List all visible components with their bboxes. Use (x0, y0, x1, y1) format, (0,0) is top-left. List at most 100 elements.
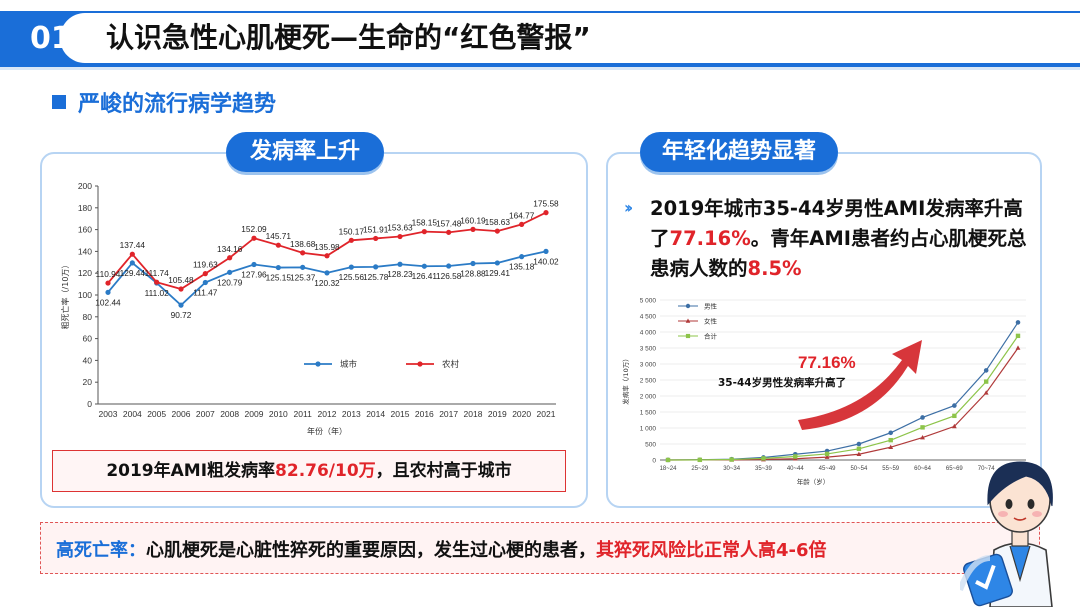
data-label: 128.88 (460, 269, 486, 279)
data-label: 151.91 (363, 224, 389, 234)
x-tick-label: 2018 (464, 409, 483, 419)
data-label: 138.68 (290, 239, 316, 249)
data-label: 127.96 (241, 270, 267, 280)
data-point (178, 302, 184, 308)
x-tick-label: 40~44 (787, 466, 805, 472)
incidence-note-value: 82.76/10万 (275, 461, 376, 481)
data-label: 90.72 (171, 310, 192, 320)
data-label: 150.17 (339, 226, 365, 236)
data-point (300, 264, 306, 270)
data-point-total (888, 437, 893, 443)
y-tick-label: 3 000 (640, 362, 657, 369)
data-point-total (1015, 333, 1021, 339)
data-point (348, 237, 354, 243)
y-tick-label: 2 500 (640, 378, 657, 385)
y-tick-label: 180 (78, 203, 92, 213)
double-chevron-icon: ›› (624, 198, 633, 217)
data-label: 129.41 (485, 268, 511, 278)
data-point-female (951, 423, 957, 429)
data-point-female (888, 444, 894, 449)
data-label: 120.79 (217, 277, 243, 287)
y-tick-label: 2 000 (640, 394, 657, 401)
x-tick-label: 2007 (196, 409, 215, 419)
y-tick-label: 60 (83, 334, 93, 344)
x-tick-label: 50~54 (850, 466, 868, 472)
y-tick-label: 40 (83, 355, 93, 365)
x-tick-label: 45~49 (819, 466, 837, 472)
y-tick-label: 160 (78, 225, 92, 235)
header-title-background (60, 13, 1080, 63)
data-point (519, 254, 525, 260)
x-tick-label: 2014 (366, 409, 385, 419)
data-point-female (920, 435, 925, 440)
data-point (470, 260, 476, 267)
x-tick-label: 2003 (99, 409, 118, 419)
data-point-female (824, 454, 830, 459)
data-label: 125.37 (290, 272, 316, 282)
data-label: 102.44 (95, 297, 121, 307)
data-point-total (761, 456, 766, 461)
x-tick-label: 2004 (123, 409, 142, 419)
incidence-note-prefix: 2019年AMI粗发病率 (106, 461, 276, 481)
callout-value: 77.16% (798, 353, 856, 372)
y-tick-label: 1 500 (640, 410, 657, 417)
data-point (129, 251, 135, 257)
data-point (227, 255, 233, 261)
data-point (373, 264, 379, 270)
data-point-male (983, 368, 989, 373)
data-point (251, 261, 257, 268)
data-point (324, 253, 330, 259)
legend-marker (685, 333, 691, 339)
legend-marker (315, 361, 321, 367)
series-line-2 (667, 335, 1019, 461)
data-point (494, 260, 500, 266)
data-point (202, 271, 208, 277)
x-axis-label: 年份（年） (307, 426, 347, 436)
data-label: 119.63 (193, 260, 218, 270)
data-label: 126.41 (412, 271, 438, 281)
data-label: 145.71 (266, 231, 292, 241)
data-label: 134.16 (217, 244, 243, 254)
y-tick-label: 5 000 (640, 298, 657, 305)
data-label: 111.02 (145, 288, 170, 298)
data-point (397, 233, 403, 240)
data-label: 135.18 (509, 262, 535, 272)
x-tick-label: 65~69 (946, 466, 964, 472)
header-divider (0, 67, 1080, 70)
y-tick-label: 3 500 (640, 346, 657, 353)
data-point-total (952, 413, 957, 419)
data-point-total (665, 457, 671, 463)
x-tick-label: 60~64 (914, 466, 932, 472)
legend-label: 农村 (442, 359, 460, 370)
section-number: 01 (30, 21, 72, 56)
data-point (421, 229, 427, 235)
incidence-note: 2019年AMI粗发病率82.76/10万，且农村高于城市 (52, 450, 566, 492)
x-tick-label: 70~74 (978, 466, 996, 472)
data-label: 125.78 (363, 272, 389, 282)
legend-label: 女性 (704, 317, 718, 326)
data-point-total (697, 457, 703, 463)
y-tick-label: 20 (83, 377, 93, 387)
data-label: 175.58 (533, 199, 559, 209)
x-tick-label: 2010 (269, 409, 288, 419)
data-point (348, 264, 354, 270)
data-point (446, 229, 452, 235)
data-label: 126.58 (436, 271, 462, 281)
x-axis-label: 年龄（岁） (797, 477, 830, 486)
data-label: 105.48 (168, 275, 194, 285)
callout-label: 35-44岁男性发病率升高了 (718, 376, 846, 389)
data-point (543, 248, 549, 254)
mortality-callout: 高死亡率：心肌梗死是心脏性猝死的重要原因，发生过心梗的患者，其猝死风险比正常人高… (56, 536, 827, 562)
x-tick-label: 2005 (147, 409, 166, 419)
data-point (105, 280, 111, 286)
mortality-highlight: 其猝死风险比正常人高4-6倍 (596, 540, 827, 561)
data-point (300, 250, 306, 256)
legend-label: 城市 (340, 359, 358, 370)
y-tick-label: 0 (87, 399, 92, 409)
data-point (446, 263, 452, 269)
data-point (494, 228, 500, 234)
data-point-total (920, 425, 925, 430)
data-point (543, 210, 549, 216)
y-tick-label: 1 000 (640, 426, 657, 433)
data-point-total (983, 379, 989, 384)
